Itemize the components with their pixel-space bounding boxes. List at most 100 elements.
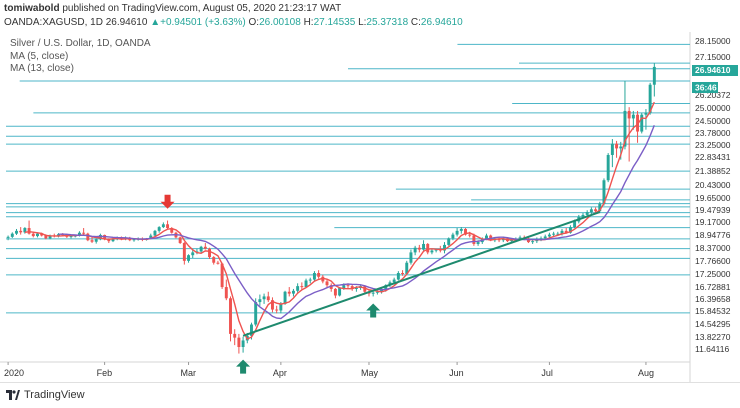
- price-axis-label: 19.17000: [695, 217, 731, 227]
- candle-body: [354, 287, 358, 289]
- candle-body: [644, 112, 648, 115]
- candle-body: [86, 233, 90, 241]
- candle-body: [157, 227, 161, 231]
- candle-body: [300, 286, 304, 288]
- price-axis-label: 14.54295: [695, 319, 731, 329]
- candle-body: [241, 340, 245, 348]
- time-axis-label: Feb: [97, 368, 113, 378]
- candle-body: [333, 288, 337, 296]
- candle-body: [455, 230, 459, 235]
- price-axis-label: 28.15000: [695, 36, 731, 46]
- price-axis-label: 17.76600: [695, 256, 731, 266]
- price-chart[interactable]: 28.15000 27.15000 26.94610 26.20372 25.00000…: [0, 32, 740, 382]
- candle-body: [312, 273, 316, 280]
- price-axis-label: 19.65000: [695, 193, 731, 203]
- candle-body: [422, 243, 426, 250]
- price-axis-label: 11.64116: [695, 344, 729, 354]
- candle-body: [220, 263, 224, 288]
- candle-body: [90, 240, 94, 242]
- legend-ma5[interactable]: MA (5, close): [10, 50, 69, 62]
- candle-body: [178, 237, 182, 244]
- brand-name: TradingView: [24, 389, 85, 401]
- candle-body: [262, 296, 266, 300]
- candle-body: [539, 238, 543, 240]
- candle-body: [329, 285, 333, 289]
- candle-body: [321, 276, 325, 282]
- candle-body: [15, 230, 18, 234]
- open-label: O:: [248, 17, 260, 28]
- candle-body: [287, 291, 291, 294]
- legend-ma13[interactable]: MA (13, close): [10, 63, 74, 74]
- chart-legend: Silver / U.S. Dollar, 1D, OANDA MA (5, c…: [10, 38, 151, 76]
- price-axis-label: 25.00000: [695, 103, 731, 113]
- candle-body: [69, 236, 73, 238]
- tradingview-logo[interactable]: TradingView: [6, 389, 85, 401]
- candle-body: [6, 236, 10, 238]
- candle-body: [296, 286, 300, 291]
- candle-body: [132, 239, 136, 241]
- symbol-line: OANDA:XAGUSD, 1D 26.94610 ▲+0.94501 (+3.…: [4, 17, 463, 28]
- published-text: published on TradingView.com, August 05,…: [62, 3, 342, 14]
- candle-body: [564, 230, 568, 233]
- candle-body: [342, 285, 346, 288]
- candle-body: [19, 230, 23, 233]
- author-name[interactable]: tomiwabold: [4, 3, 60, 14]
- candle-body: [98, 234, 102, 240]
- candle-body: [518, 237, 522, 240]
- price-axis-label: 22.83431: [695, 152, 731, 162]
- candle-body: [443, 244, 446, 251]
- time-axis-label: Mar: [181, 368, 197, 378]
- price-badge: [692, 65, 738, 76]
- candle-body: [585, 212, 589, 215]
- candle-body: [44, 235, 48, 239]
- candle-body: [468, 234, 472, 236]
- candle-body: [254, 302, 258, 325]
- candle-body: [94, 239, 98, 242]
- candle-body: [283, 291, 287, 304]
- time-axis-label: 2020: [4, 368, 24, 378]
- time-axis-label: Jun: [449, 368, 464, 378]
- time-axis-label: Aug: [638, 368, 654, 378]
- candle-body: [208, 248, 211, 258]
- candle-body: [212, 257, 216, 263]
- candle-body: [526, 238, 530, 243]
- price-axis-label: 21.38852: [695, 166, 731, 176]
- candle-body: [48, 235, 52, 239]
- candle-body: [447, 238, 451, 245]
- candle-body: [27, 228, 31, 234]
- candle-body: [325, 281, 329, 286]
- candle-body: [203, 246, 207, 249]
- tradingview-logo-icon: [6, 390, 20, 400]
- price-change: +0.94501 (+3.63%): [160, 17, 246, 28]
- candle-body: [417, 247, 421, 250]
- candle-body: [82, 232, 86, 234]
- candle-body: [543, 236, 547, 239]
- candle-body: [648, 84, 652, 113]
- candle-body: [199, 246, 203, 252]
- price-axis-label: 24.50000: [695, 116, 731, 126]
- candle-body: [371, 292, 375, 294]
- ma13-line: [58, 125, 655, 320]
- candle-body: [594, 209, 598, 212]
- candle-body: [606, 154, 610, 181]
- candle-body: [384, 285, 388, 290]
- price-axis-label: 26.20372: [695, 90, 731, 100]
- price-axis-label: 27.15000: [695, 52, 731, 62]
- candle-body: [31, 233, 35, 237]
- candle-body: [187, 255, 191, 261]
- candle-body: [451, 234, 455, 239]
- candle-body: [304, 280, 308, 288]
- candle-body: [308, 279, 312, 281]
- candle-body: [258, 299, 262, 303]
- candle-body: [531, 241, 535, 243]
- candle-body: [610, 143, 614, 155]
- candle-body: [573, 221, 577, 228]
- candle-body: [631, 114, 635, 119]
- time-axis-label: Jul: [541, 368, 553, 378]
- publish-line: tomiwabold published on TradingView.com,…: [4, 3, 341, 14]
- candle-body: [392, 279, 396, 283]
- candle-body: [497, 239, 501, 241]
- high-value: 27.14535: [313, 17, 356, 28]
- candle-body: [464, 228, 467, 235]
- candle-body: [170, 228, 174, 233]
